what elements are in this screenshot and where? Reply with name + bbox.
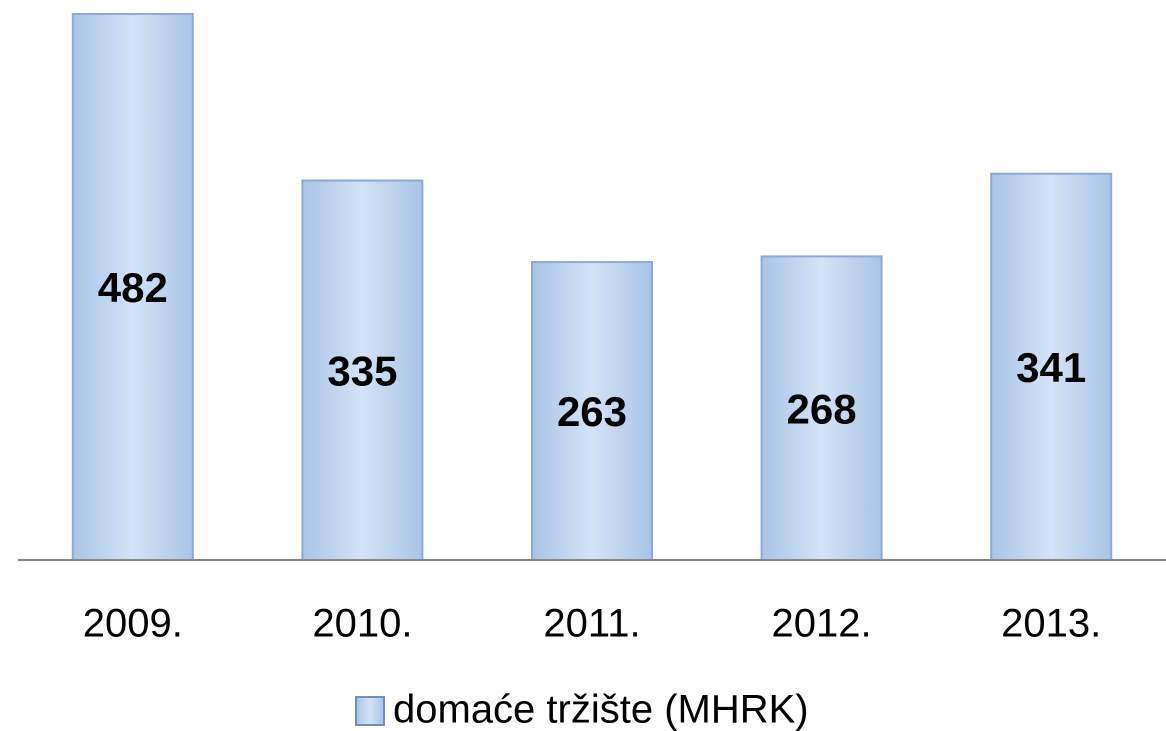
bar bbox=[71, 13, 194, 561]
value-label: 335 bbox=[327, 347, 397, 394]
x-tick-label: 2013. bbox=[1001, 602, 1101, 646]
legend-label: domaće tržište (MHRK) bbox=[393, 688, 809, 731]
bar bbox=[760, 255, 883, 561]
value-label: 263 bbox=[557, 388, 627, 435]
value-label: 482 bbox=[98, 264, 168, 311]
x-tick-label: 2009. bbox=[83, 602, 183, 646]
bar bbox=[301, 179, 424, 561]
legend-swatch bbox=[355, 696, 385, 726]
x-tick-label: 2011. bbox=[543, 602, 640, 646]
value-label: 341 bbox=[1016, 344, 1086, 391]
x-tick-label: 2012. bbox=[772, 602, 872, 646]
bar bbox=[531, 261, 653, 561]
x-tick-label: 2010. bbox=[312, 602, 412, 646]
bar bbox=[990, 172, 1113, 561]
value-label: 268 bbox=[787, 385, 857, 432]
